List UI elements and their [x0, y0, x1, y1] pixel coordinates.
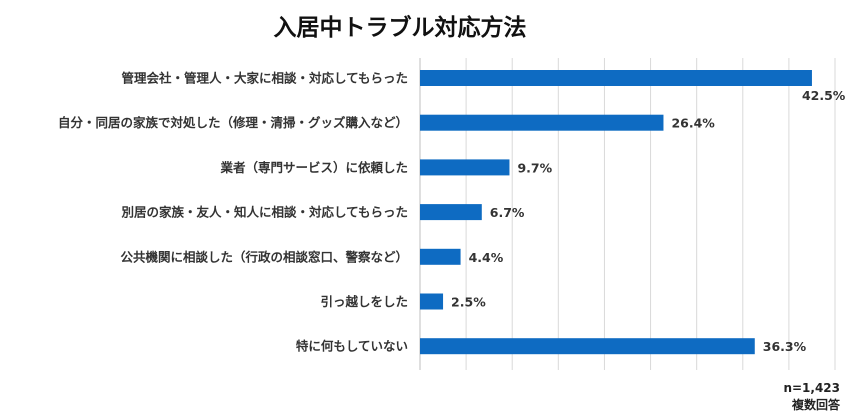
value-label: 36.3%	[763, 339, 807, 354]
category-label: 管理会社・管理人・大家に相談・対応してもらった	[121, 71, 408, 86]
value-label: 26.4%	[671, 116, 715, 131]
bar	[420, 70, 812, 86]
category-label: 業者（専門サービス）に依頼した	[219, 160, 408, 175]
multiple-answer-note: 複数回答	[791, 398, 840, 412]
value-labels: 42.5% 26.4% 9.7% 6.7% 4.4% 2.5% 36.3%	[451, 88, 846, 354]
category-label: 別居の家族・友人・知人に相談・対応してもらった	[120, 205, 408, 220]
value-label: 4.4%	[469, 250, 504, 265]
bar	[420, 338, 755, 355]
value-label: 42.5%	[802, 88, 846, 103]
category-label: 特に何もしていない	[296, 339, 408, 354]
grid-lines	[419, 58, 836, 370]
footnote: n=1,423 複数回答	[783, 380, 840, 414]
sample-size: n=1,423	[783, 381, 840, 395]
category-label: 公共機関に相談した（行政の相談窓口、警察など）	[120, 249, 408, 264]
bar	[420, 293, 444, 310]
bar	[420, 204, 482, 221]
value-label: 2.5%	[451, 295, 486, 310]
bar	[420, 248, 461, 265]
bar	[420, 114, 664, 131]
bars	[420, 70, 812, 355]
category-labels: 管理会社・管理人・大家に相談・対応してもらった自分・同居の家族で対処した（修理・…	[58, 71, 408, 354]
value-label: 6.7%	[490, 205, 525, 220]
value-label: 9.7%	[517, 160, 552, 175]
category-label: 引っ越しをした	[320, 294, 408, 309]
category-label: 自分・同居の家族で対処した（修理・清掃・グッズ購入など）	[58, 115, 408, 130]
chart-title: 入居中トラブル対応方法	[273, 15, 527, 41]
bar	[420, 159, 510, 176]
